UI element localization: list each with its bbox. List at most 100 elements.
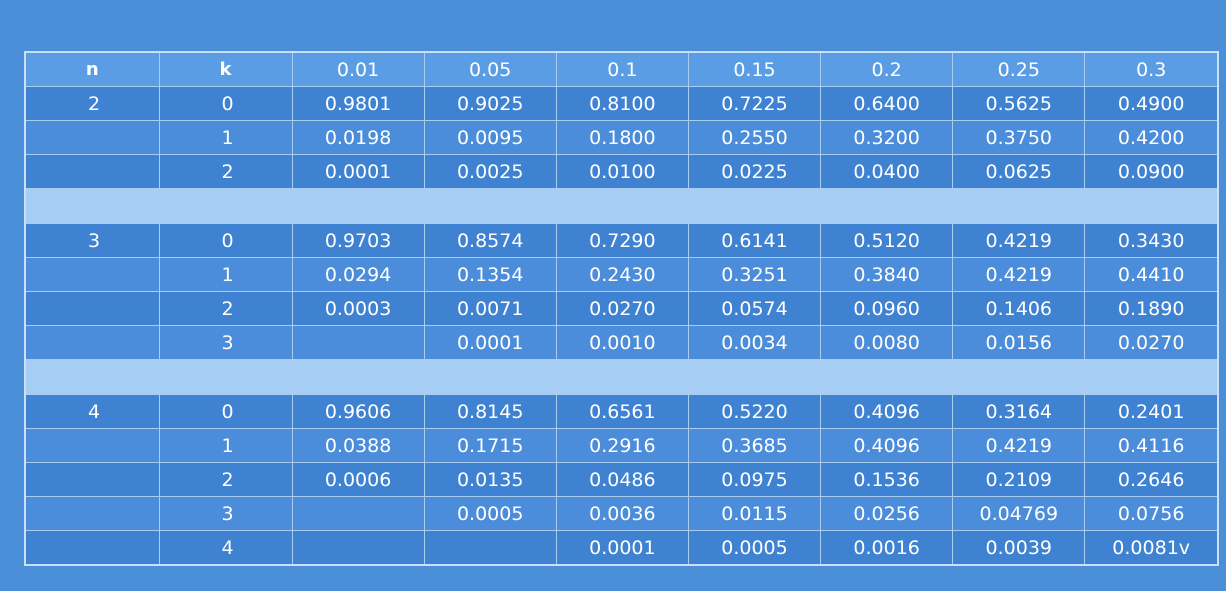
- separator-cell: [555, 359, 689, 395]
- probability-cell: 0.2916: [555, 428, 689, 463]
- probability-cell: 0.3251: [687, 257, 821, 292]
- probability-cell: 0.4219: [952, 223, 1085, 258]
- k-cell: 1: [158, 428, 292, 463]
- probability-cell: 0.0975: [687, 462, 821, 497]
- n-cell: [26, 325, 159, 360]
- probability-cell: 0.4219: [952, 428, 1085, 463]
- probability-cell: 0.0034: [687, 325, 821, 360]
- probability-cell: 0.3430: [1084, 223, 1217, 258]
- n-cell: [26, 462, 159, 497]
- separator-cell: [555, 188, 689, 224]
- table-row: 1 0.0294 0.1354 0.2430 0.3251 0.3840 0.4219 0.4…: [26, 257, 1217, 292]
- separator-cell: [423, 359, 557, 395]
- separator-cell: [820, 188, 953, 224]
- probability-cell: 0.0256: [820, 496, 953, 531]
- probability-cell: 0.9025: [423, 86, 557, 121]
- separator-cell: [1084, 359, 1217, 395]
- probability-cell: 0.3750: [952, 120, 1085, 155]
- probability-cell: [291, 325, 425, 360]
- n-cell: 2: [26, 86, 159, 121]
- separator-cell: [687, 359, 821, 395]
- probability-cell: 0.0400: [820, 154, 953, 189]
- n-cell: 4: [26, 394, 159, 429]
- probability-cell: 0.4096: [820, 428, 953, 463]
- separator-cell: [423, 188, 557, 224]
- table-row: 1 0.0388 0.1715 0.2916 0.3685 0.4096 0.4219 0.4…: [26, 428, 1217, 463]
- header-prob: 0.3: [1084, 53, 1217, 87]
- probability-cell: 0.3840: [820, 257, 953, 292]
- probability-cell: 0.1800: [555, 120, 689, 155]
- probability-cell: 0.3200: [820, 120, 953, 155]
- probability-cell: 0.4116: [1084, 428, 1217, 463]
- group-separator-row: [26, 359, 1217, 395]
- n-cell: [26, 257, 159, 292]
- k-cell: 0: [158, 394, 292, 429]
- separator-cell: [158, 188, 292, 224]
- probability-cell: 0.04769: [952, 496, 1085, 531]
- probability-cell: 0.0001: [423, 325, 557, 360]
- probability-cell: 0.0486: [555, 462, 689, 497]
- probability-cell: 0.0001: [555, 530, 689, 564]
- header-n: n: [26, 53, 159, 87]
- probability-cell: 0.0095: [423, 120, 557, 155]
- separator-cell: [1084, 188, 1217, 224]
- k-cell: 0: [158, 86, 292, 121]
- probability-cell: 0.0010: [555, 325, 689, 360]
- probability-cell: 0.4219: [952, 257, 1085, 292]
- probability-cell: 0.0270: [555, 291, 689, 326]
- group-separator-row: [26, 188, 1217, 224]
- k-cell: 4: [158, 530, 292, 564]
- probability-cell: 0.8574: [423, 223, 557, 258]
- separator-cell: [820, 359, 953, 395]
- probability-cell: 0.9606: [291, 394, 425, 429]
- probability-cell: 0.0294: [291, 257, 425, 292]
- probability-cell: 0.1406: [952, 291, 1085, 326]
- separator-cell: [291, 359, 425, 395]
- probability-cell: 0.7225: [687, 86, 821, 121]
- table-row: 4 0 0.9606 0.8145 0.6561 0.5220 0.4096 0.3164 0.…: [26, 394, 1217, 429]
- probability-cell: 0.4900: [1084, 86, 1217, 121]
- k-cell: 2: [158, 291, 292, 326]
- header-prob: 0.2: [820, 53, 953, 87]
- header-prob: 0.25: [952, 53, 1085, 87]
- probability-cell: 0.2646: [1084, 462, 1217, 497]
- n-cell: 3: [26, 223, 159, 258]
- probability-cell: 0.0081v: [1084, 530, 1217, 564]
- table-header: n k 0.01 0.05 0.1 0.15 0.2 0.25 0.3: [26, 53, 1217, 87]
- probability-cell: 0.0388: [291, 428, 425, 463]
- probability-cell: 0.9801: [291, 86, 425, 121]
- probability-cell: 0.0756: [1084, 496, 1217, 531]
- separator-cell: [952, 188, 1085, 224]
- table-row: 2 0.0001 0.0025 0.0100 0.0225 0.0400 0.0625 0.0…: [26, 154, 1217, 189]
- k-cell: 2: [158, 462, 292, 497]
- header-prob: 0.1: [555, 53, 689, 87]
- probability-cell: 0.0005: [423, 496, 557, 531]
- probability-cell: 0.0900: [1084, 154, 1217, 189]
- probability-cell: 0.7290: [555, 223, 689, 258]
- table-row: 2 0.0003 0.0071 0.0270 0.0574 0.0960 0.1406 0.1…: [26, 291, 1217, 326]
- probability-cell: 0.2401: [1084, 394, 1217, 429]
- probability-cell: 0.0071: [423, 291, 557, 326]
- probability-cell: 0.6141: [687, 223, 821, 258]
- probability-cell: 0.4410: [1084, 257, 1217, 292]
- probability-cell: 0.0225: [687, 154, 821, 189]
- probability-cell: 0.0005: [687, 530, 821, 564]
- probability-cell: 0.0025: [423, 154, 557, 189]
- probability-cell: 0.3164: [952, 394, 1085, 429]
- probability-cell: 0.0003: [291, 291, 425, 326]
- probability-cell: 0.0016: [820, 530, 953, 564]
- k-cell: 3: [158, 325, 292, 360]
- separator-cell: [26, 359, 159, 395]
- probability-cell: 0.0036: [555, 496, 689, 531]
- n-cell: [26, 291, 159, 326]
- probability-cell: 0.9703: [291, 223, 425, 258]
- n-cell: [26, 154, 159, 189]
- probability-cell: 0.0006: [291, 462, 425, 497]
- probability-cell: 0.5220: [687, 394, 821, 429]
- separator-cell: [26, 188, 159, 224]
- n-cell: [26, 530, 159, 564]
- k-cell: 0: [158, 223, 292, 258]
- probability-cell: 0.1890: [1084, 291, 1217, 326]
- separator-cell: [158, 359, 292, 395]
- probability-cell: 0.6561: [555, 394, 689, 429]
